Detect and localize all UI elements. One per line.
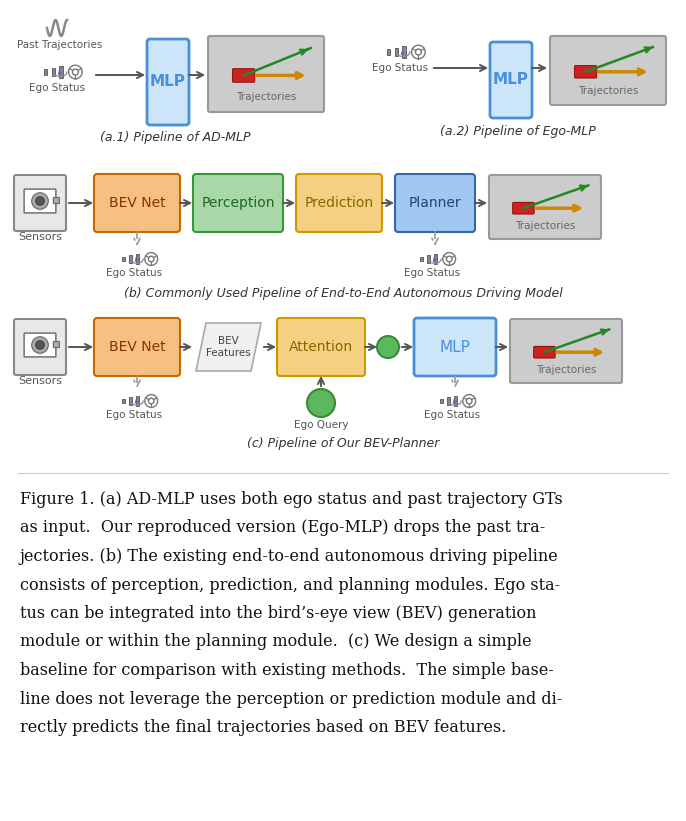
FancyBboxPatch shape (296, 174, 382, 232)
FancyBboxPatch shape (550, 36, 666, 105)
Text: Ego Query: Ego Query (294, 420, 348, 430)
Bar (129, 255, 132, 263)
Bar (121, 399, 125, 403)
FancyBboxPatch shape (208, 36, 324, 112)
FancyBboxPatch shape (14, 175, 66, 231)
Bar (129, 397, 132, 405)
Text: jectories. (b) The existing end-to-end autonomous driving pipeline: jectories. (b) The existing end-to-end a… (20, 548, 559, 565)
Circle shape (307, 389, 335, 417)
FancyBboxPatch shape (94, 318, 180, 376)
Text: Past Trajectories: Past Trajectories (17, 40, 103, 50)
Text: Figure 1. (a) AD-MLP uses both ego status and past trajectory GTs: Figure 1. (a) AD-MLP uses both ego statu… (20, 491, 563, 508)
Text: BEV Net: BEV Net (108, 340, 165, 354)
Text: MLP: MLP (493, 72, 529, 88)
Text: rectly predicts the final trajectories based on BEV features.: rectly predicts the final trajectories b… (20, 719, 506, 736)
Bar (136, 254, 139, 264)
FancyBboxPatch shape (534, 346, 555, 358)
Text: Sensors: Sensors (18, 232, 62, 242)
FancyBboxPatch shape (414, 318, 496, 376)
Text: baseline for comparison with existing methods.  The simple base-: baseline for comparison with existing me… (20, 662, 554, 679)
Bar (427, 255, 430, 263)
Circle shape (377, 336, 399, 358)
Text: Sensors: Sensors (18, 376, 62, 386)
Text: Ego Status: Ego Status (106, 268, 162, 278)
Text: (a.2) Pipeline of Ego-MLP: (a.2) Pipeline of Ego-MLP (440, 126, 596, 139)
FancyBboxPatch shape (277, 318, 365, 376)
FancyBboxPatch shape (512, 203, 534, 214)
Text: (b) Commonly Used Pipeline of End-to-End Autonomous Driving Model: (b) Commonly Used Pipeline of End-to-End… (123, 287, 563, 300)
Text: Trajectories: Trajectories (236, 92, 296, 102)
Text: tus can be integrated into the bird’s-eye view (BEV) generation: tus can be integrated into the bird’s-ey… (20, 605, 536, 622)
Bar (420, 257, 423, 261)
Text: Trajectories: Trajectories (536, 365, 596, 375)
FancyBboxPatch shape (490, 42, 532, 118)
Bar (51, 68, 55, 76)
Text: Attention: Attention (289, 340, 353, 354)
FancyBboxPatch shape (574, 66, 597, 78)
FancyBboxPatch shape (24, 189, 56, 213)
Text: Prediction: Prediction (305, 196, 374, 210)
Bar (440, 399, 442, 403)
FancyBboxPatch shape (147, 39, 189, 125)
FancyBboxPatch shape (54, 198, 60, 204)
FancyBboxPatch shape (489, 175, 601, 239)
Text: Planner: Planner (409, 196, 461, 210)
Text: line does not leverage the perception or prediction module and di-: line does not leverage the perception or… (20, 690, 563, 708)
Text: module or within the planning module.  (c) We design a simple: module or within the planning module. (c… (20, 634, 532, 650)
Bar (136, 396, 139, 406)
Text: as input.  Our reproduced version (Ego-MLP) drops the past tra-: as input. Our reproduced version (Ego-ML… (20, 520, 545, 536)
FancyBboxPatch shape (14, 319, 66, 375)
Text: Ego Status: Ego Status (106, 410, 162, 420)
Text: Trajectories: Trajectories (514, 221, 575, 232)
Text: (a.1) Pipeline of AD-MLP: (a.1) Pipeline of AD-MLP (99, 131, 250, 144)
Text: Ego Status: Ego Status (372, 63, 428, 73)
FancyBboxPatch shape (233, 69, 255, 82)
Text: Ego Status: Ego Status (29, 83, 85, 93)
Circle shape (32, 193, 48, 209)
Text: MLP: MLP (150, 75, 186, 89)
Text: BEV Net: BEV Net (108, 196, 165, 210)
Circle shape (32, 337, 48, 353)
Bar (387, 49, 390, 54)
Bar (447, 397, 450, 405)
Text: Perception: Perception (201, 196, 275, 210)
FancyBboxPatch shape (24, 333, 56, 357)
FancyBboxPatch shape (395, 174, 475, 232)
Polygon shape (196, 323, 261, 371)
Text: consists of perception, prediction, and planning modules. Ego sta-: consists of perception, prediction, and … (20, 576, 560, 594)
FancyBboxPatch shape (193, 174, 283, 232)
Text: BEV
Features: BEV Features (206, 337, 251, 358)
Text: Trajectories: Trajectories (578, 86, 638, 96)
FancyBboxPatch shape (94, 174, 180, 232)
Bar (454, 396, 457, 406)
Text: Ego Status: Ego Status (404, 268, 460, 278)
FancyBboxPatch shape (54, 342, 60, 347)
Bar (434, 254, 437, 264)
Bar (121, 257, 125, 261)
Text: MLP: MLP (440, 340, 471, 355)
Bar (44, 70, 47, 75)
Circle shape (36, 197, 45, 205)
Text: (c) Pipeline of Our BEV-Planner: (c) Pipeline of Our BEV-Planner (247, 437, 439, 450)
Text: Ego Status: Ego Status (424, 410, 480, 420)
FancyBboxPatch shape (510, 319, 622, 383)
Bar (402, 47, 405, 57)
Bar (59, 67, 62, 78)
Bar (394, 48, 398, 56)
Circle shape (36, 341, 45, 350)
